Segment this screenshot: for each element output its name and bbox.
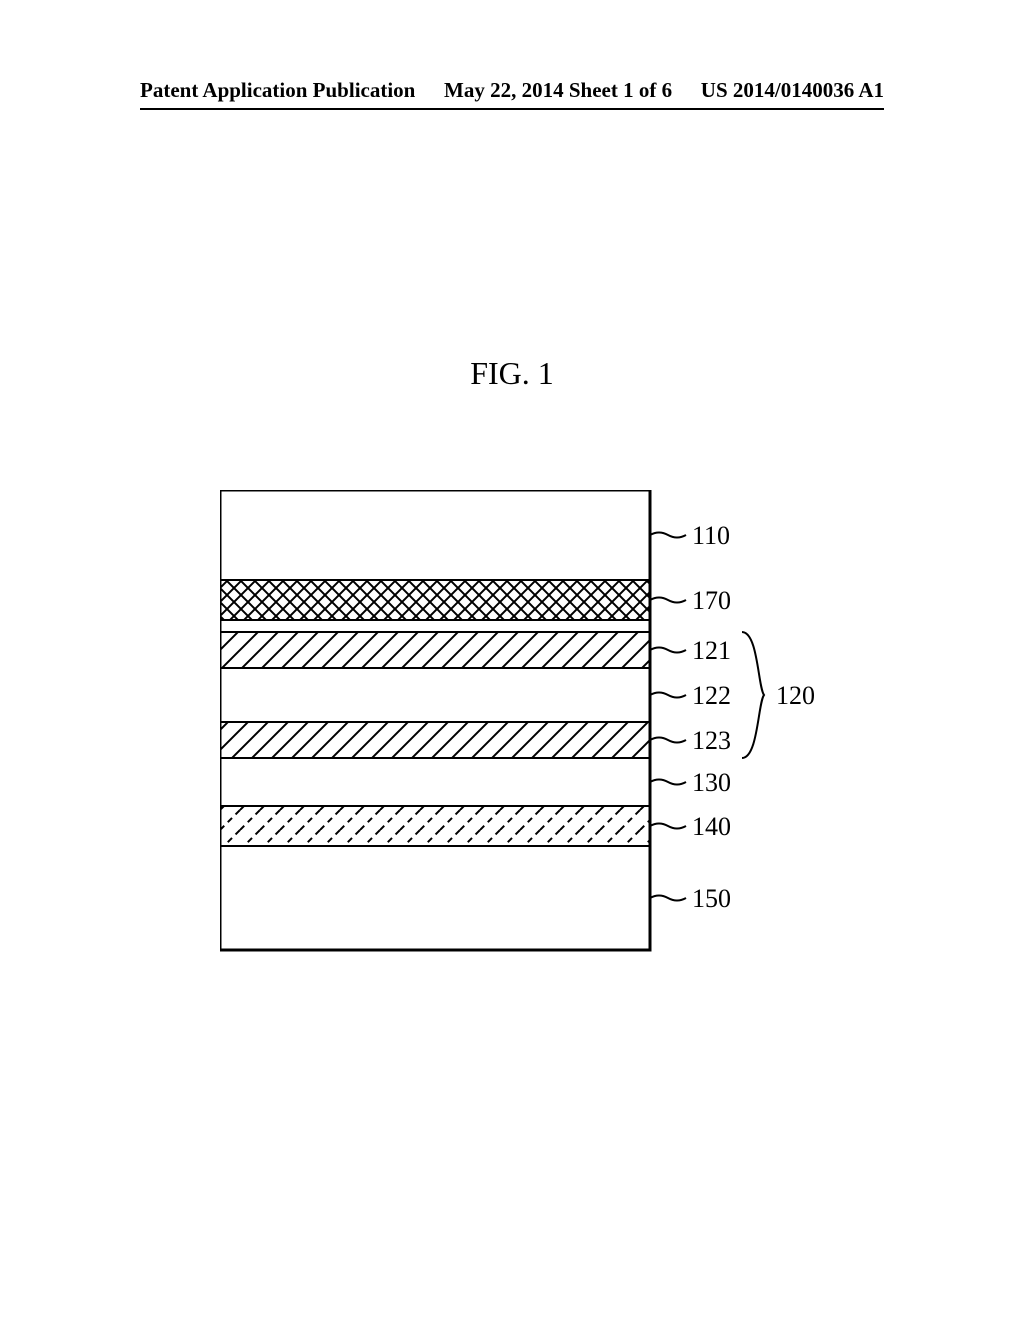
label-120: 120: [776, 681, 815, 710]
labels-group: 110 170 121 122 123 130 140 150 120: [650, 521, 815, 913]
outer-box: [220, 490, 650, 950]
layers-group: [220, 490, 650, 950]
leader-121: [650, 648, 686, 653]
figure-diagram: 110 170 121 122 123 130 140 150 120: [220, 490, 860, 1015]
header-left: Patent Application Publication: [140, 78, 415, 103]
label-170: 170: [692, 586, 731, 615]
leader-130: [650, 780, 686, 785]
page: Patent Application Publication May 22, 2…: [0, 0, 1024, 1320]
label-150: 150: [692, 884, 731, 913]
leader-140: [650, 824, 686, 829]
label-121: 121: [692, 636, 731, 665]
layer-130: [220, 758, 650, 806]
layer-110: [220, 490, 650, 580]
layer-140: [220, 806, 650, 846]
figure-title: FIG. 1: [470, 355, 554, 392]
leader-110: [650, 533, 686, 538]
layer-121: [220, 632, 650, 668]
layer-150: [220, 846, 650, 950]
layer-122: [220, 668, 650, 722]
label-140: 140: [692, 812, 731, 841]
layer-123: [220, 722, 650, 758]
layer-170: [220, 580, 650, 620]
page-header: Patent Application Publication May 22, 2…: [0, 78, 1024, 103]
label-122: 122: [692, 681, 731, 710]
leader-123: [650, 738, 686, 743]
header-center: May 22, 2014 Sheet 1 of 6: [444, 78, 672, 103]
group-brace-120: [742, 632, 764, 758]
leader-170: [650, 598, 686, 603]
label-130: 130: [692, 768, 731, 797]
figure-svg: 110 170 121 122 123 130 140 150 120: [220, 490, 860, 1010]
header-rule: [140, 108, 884, 110]
layer-gap1: [220, 620, 650, 632]
header-right: US 2014/0140036 A1: [701, 78, 884, 103]
leader-122: [650, 693, 686, 698]
label-123: 123: [692, 726, 731, 755]
label-110: 110: [692, 521, 730, 550]
leader-150: [650, 896, 686, 901]
